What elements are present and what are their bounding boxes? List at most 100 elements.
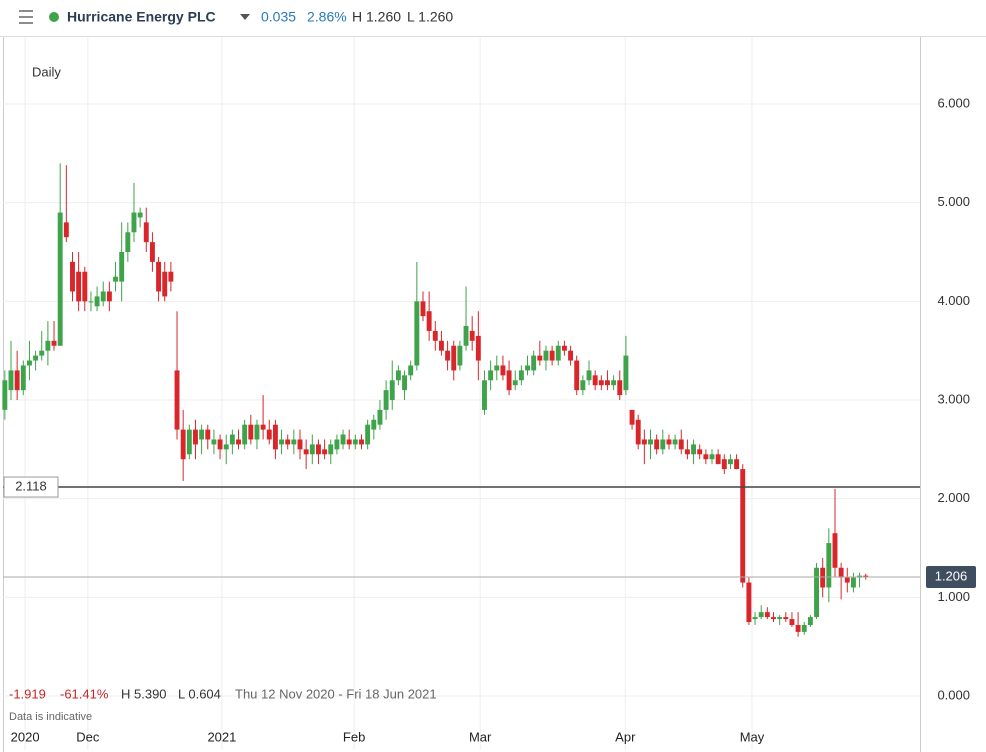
candle-body [186, 429, 192, 455]
candle-body [272, 424, 278, 450]
candle-body [180, 429, 186, 460]
candle-body [531, 355, 537, 371]
status-dot [49, 12, 59, 22]
candle-body [525, 365, 530, 371]
candle-body [727, 459, 733, 465]
candle-body [414, 301, 420, 366]
menu-icon[interactable] [19, 10, 33, 24]
candle-body [672, 439, 678, 445]
candle-body [518, 370, 524, 381]
candle-body [340, 434, 346, 445]
candle-body [432, 330, 438, 341]
candle-body [475, 335, 481, 361]
candle-body [568, 350, 574, 361]
candle-body [555, 345, 561, 361]
candle-body [641, 439, 647, 445]
candle-body [629, 409, 635, 425]
candle-body [500, 365, 506, 376]
change-pct: 2.86% [307, 9, 347, 25]
stat-change-pct: -61.41% [60, 686, 109, 701]
candle-body [660, 439, 666, 450]
candle-body [426, 311, 432, 331]
candle-body [94, 296, 100, 307]
last-price-label: 1.206 [935, 568, 968, 583]
candle-body [703, 454, 709, 460]
candle-body [734, 459, 740, 470]
candle-body [131, 212, 137, 233]
candle-body [420, 301, 426, 317]
candle-body [100, 291, 106, 302]
note: Data is indicative [9, 711, 92, 723]
y-tick-label: 2.000 [937, 490, 970, 505]
candle-body [137, 212, 143, 218]
x-tick-label: Feb [343, 729, 365, 744]
candle-body [783, 617, 789, 620]
candle-body [438, 340, 444, 351]
candle-body [2, 380, 8, 410]
candle-body [820, 567, 826, 588]
candle-body [445, 350, 451, 361]
candle-body [814, 567, 819, 618]
candle-body [801, 624, 807, 632]
candle-body [285, 439, 291, 445]
candle-body [383, 390, 389, 410]
candle-body [119, 252, 125, 282]
candle-body [764, 612, 770, 618]
x-tick-label: May [740, 729, 765, 744]
stat-change: -1.919 [9, 686, 46, 701]
candle-body [678, 439, 684, 450]
y-tick-label: 5.000 [937, 194, 970, 209]
candle-body [279, 439, 285, 445]
candle-body [537, 355, 543, 361]
candle-body [771, 617, 776, 620]
reference-label: 2.118 [15, 478, 47, 493]
candle-body [149, 242, 155, 262]
candle-body [315, 444, 321, 455]
candle-body [709, 454, 715, 460]
candle-body [592, 375, 598, 386]
candle-body [777, 617, 783, 620]
plot-area: 0.000 1.000 2.000 3.000 4.000 5.000 6.000 2020 D… [2, 37, 976, 750]
candle-body [844, 577, 850, 583]
candle-body [168, 271, 174, 282]
x-tick-label: 2021 [207, 729, 236, 744]
candle-body [377, 409, 383, 425]
candle-body [242, 424, 248, 445]
y-tick-label: 4.000 [937, 293, 970, 308]
candle-body [205, 429, 211, 440]
candle-body [193, 429, 198, 445]
candle-body [156, 261, 162, 292]
low: L 1.260 [407, 9, 453, 25]
last-price-box [926, 566, 976, 589]
instrument-title[interactable]: Hurricane Energy PLC [67, 9, 216, 25]
candle-body [789, 619, 795, 625]
candle-body [715, 454, 721, 465]
candle-body [469, 330, 475, 341]
y-tick-label: 6.000 [937, 95, 970, 110]
candle-body [807, 617, 813, 625]
candle-body [88, 301, 94, 303]
candle-body [45, 340, 51, 351]
candle-body [70, 261, 75, 292]
candle-body [611, 380, 617, 386]
candle-body [248, 424, 254, 440]
candle-body [14, 370, 20, 391]
candle-body [648, 439, 653, 445]
candle-body [746, 582, 752, 623]
candle-body [580, 380, 586, 391]
candle-body [543, 350, 549, 361]
candle-body [494, 365, 500, 371]
candle-body [199, 429, 205, 440]
x-tick-label: Apr [615, 729, 636, 744]
candle-body [482, 380, 487, 410]
candle-body [291, 439, 297, 445]
candle-body [395, 370, 401, 381]
reference-label-box [3, 476, 59, 498]
candle-body [623, 355, 629, 391]
candle-body [832, 533, 838, 568]
candle-body [51, 340, 57, 346]
dropdown-arrow[interactable] [240, 14, 250, 20]
candle-body [113, 276, 118, 282]
candle-body [322, 449, 328, 455]
y-tick-label: 3.000 [937, 391, 970, 406]
